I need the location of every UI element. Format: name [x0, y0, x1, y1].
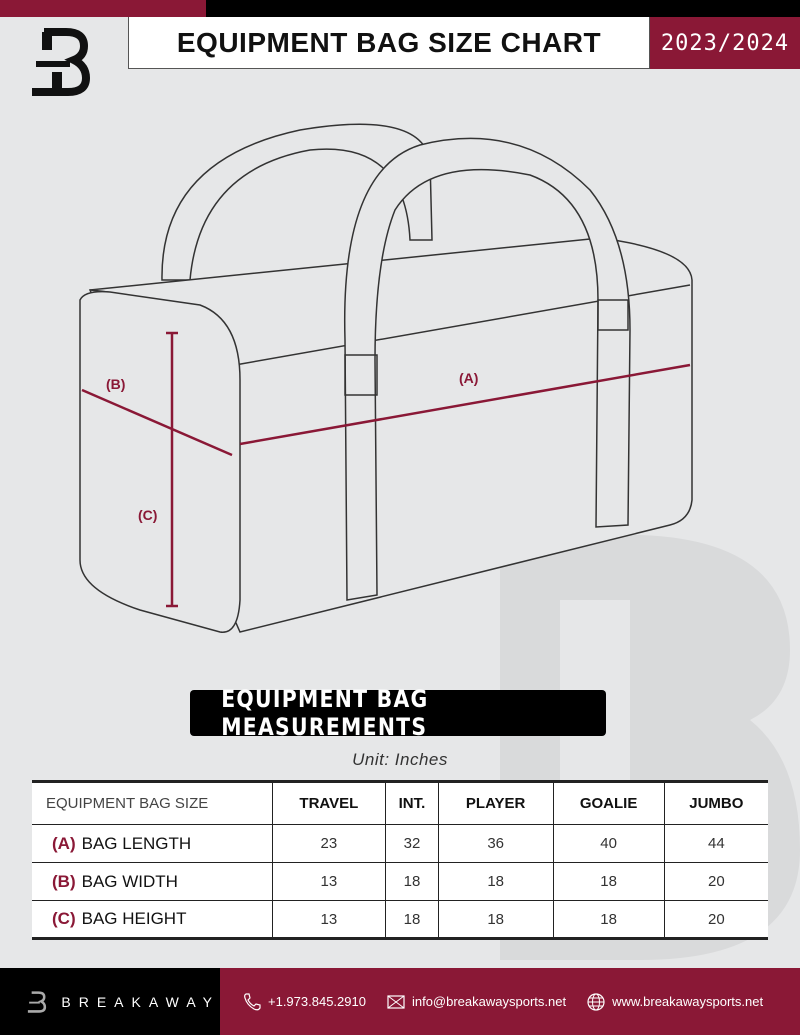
phone-icon	[244, 992, 261, 1010]
column-header: INT.	[385, 781, 439, 825]
measurements-title: EQUIPMENT BAG MEASUREMENTS	[221, 685, 429, 741]
table-cell: 18	[385, 862, 439, 901]
table-cell: 13	[272, 862, 387, 901]
row-label: (B) BAG WIDTH	[32, 862, 273, 901]
website-link: www.breakawaysports.net	[612, 994, 764, 1009]
row-label-text: BAG LENGTH	[81, 833, 192, 853]
website-contact[interactable]: www.breakawaysports.net	[586, 992, 763, 1012]
table-cell: 18	[385, 900, 439, 939]
breakaway-logo-icon	[27, 990, 47, 1013]
row-label-text: BAG HEIGHT	[81, 909, 187, 928]
footer-brand: BREAKAWAY	[0, 968, 220, 1035]
page-title: EQUIPMENT BAG SIZE CHART	[176, 26, 602, 58]
table-cell: 44	[664, 824, 768, 863]
table-cell: 20	[707, 910, 725, 928]
email-link: info@breakawaysports.net	[411, 994, 567, 1009]
size-table: EQUIPMENT BAG SIZE TRAVEL INT. PLAYER GO…	[32, 780, 768, 940]
column-header: GOALIE	[553, 781, 665, 825]
globe-icon	[587, 992, 605, 1011]
unit-label: Unit: Inches	[352, 750, 448, 769]
column-header: JUMBO	[664, 781, 768, 825]
footer-contacts: +1.973.845.2910 info@breakawaysports.net…	[220, 968, 800, 1035]
row-label: (C) BAG HEIGHT	[32, 900, 273, 939]
column-header: PLAYER	[438, 781, 554, 825]
table-row: (C) BAG HEIGHT 13 18 18 18 20	[32, 900, 768, 939]
row-letter: (A)	[52, 833, 76, 853]
table-cell: 20	[664, 862, 768, 901]
bag-diagram	[79, 123, 693, 633]
measurements-banner: EQUIPMENT BAG MEASUREMENTS	[190, 685, 606, 741]
row-letter: (C)	[52, 909, 76, 928]
column-header: TRAVEL	[272, 781, 387, 825]
title-banner: EQUIPMENT BAG SIZE CHART	[128, 17, 650, 69]
table-header-row: EQUIPMENT BAG SIZE TRAVEL INT. PLAYER GO…	[32, 781, 768, 825]
column-header: EQUIPMENT BAG SIZE	[32, 781, 273, 825]
row-label-text: BAG WIDTH	[81, 871, 178, 891]
table-row: (B) BAG WIDTH 13 18 18 18 20	[32, 862, 768, 901]
dimension-c-label: (C)	[138, 507, 158, 523]
phone-number: +1.973.845.2910	[268, 994, 366, 1009]
dimension-a-label: (A)	[459, 370, 479, 386]
top-black-bar	[206, 0, 800, 17]
top-accent-bar	[0, 0, 206, 17]
table-cell: 36	[438, 824, 554, 863]
breakaway-logo-icon	[32, 28, 91, 96]
table-cell: 40	[553, 824, 665, 863]
table-cell: 18	[438, 862, 554, 901]
row-label: (A) BAG LENGTH	[32, 824, 273, 863]
table-cell: 18	[553, 900, 665, 939]
table-cell: 18	[438, 900, 554, 939]
mail-icon	[387, 994, 405, 1009]
row-letter: (B)	[52, 871, 76, 891]
table-row: (A) BAG LENGTH 23 32 36 40 44	[32, 824, 768, 863]
season-label: 2023/2024	[660, 30, 790, 56]
season-banner: 2023/2024	[650, 17, 800, 69]
brand-name: BREAKAWAY	[61, 993, 220, 1010]
dimension-b-label: (B)	[106, 376, 126, 392]
email-contact[interactable]: info@breakawaysports.net	[386, 992, 566, 1012]
table-cell: 13	[272, 900, 387, 939]
table-cell: 32	[385, 824, 439, 863]
table-cell: 23	[272, 824, 387, 863]
table-cell: 18	[553, 862, 665, 901]
phone-contact[interactable]: +1.973.845.2910	[242, 992, 366, 1012]
